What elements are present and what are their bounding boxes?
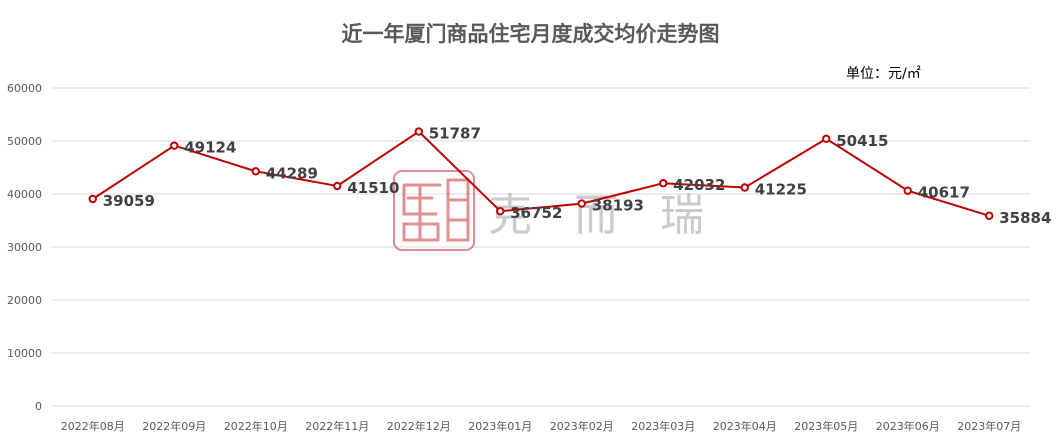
data-markers: [88, 127, 994, 221]
x-tick-label: 2022年11月: [305, 419, 369, 433]
data-label: 40617: [918, 184, 970, 202]
data-label: 41510: [347, 179, 399, 197]
y-tick-label: 0: [35, 400, 42, 413]
x-axis-ticks: 2022年08月 2022年09月 2022年10月 2022年11月 2022年12月…: [61, 419, 1022, 433]
data-point: [822, 134, 831, 144]
x-tick-label: 2023年07月: [957, 419, 1021, 433]
x-tick-label: 2023年01月: [468, 419, 532, 433]
x-tick-label: 2022年10月: [224, 419, 288, 433]
data-label: 42032: [673, 176, 725, 194]
watermark-seal: [393, 170, 475, 251]
data-label: 35884: [999, 209, 1051, 227]
x-tick-label: 2023年04月: [713, 419, 777, 433]
x-tick-label: 2023年06月: [876, 419, 940, 433]
x-tick-label: 2022年12月: [387, 419, 451, 433]
gridlines: [52, 87, 1030, 407]
unit-label: 单位：元/㎡: [846, 66, 921, 82]
data-label: 38193: [592, 197, 644, 215]
data-label: 50415: [836, 132, 888, 150]
x-tick-label: 2023年03月: [631, 419, 695, 433]
data-point: [740, 183, 749, 192]
data-label: 51787: [429, 125, 481, 143]
data-point: [985, 211, 994, 221]
y-tick-label: 20000: [7, 294, 42, 307]
data-point: [659, 179, 668, 188]
data-point: [496, 207, 505, 216]
watermark-text: 克 而 瑞: [488, 190, 718, 241]
data-point: [414, 127, 423, 136]
x-tick-label: 2023年02月: [550, 419, 614, 433]
data-point: [333, 181, 342, 191]
data-label: 39059: [103, 192, 155, 210]
x-tick-label: 2022年08月: [61, 419, 125, 433]
watermark-seal-glyph: [402, 178, 470, 242]
data-point: [170, 141, 179, 150]
data-labels: 39059 49124 44289 41510 51787 36752 38193 42032…: [103, 125, 1052, 227]
data-point: [251, 167, 260, 176]
x-tick-label: 2022年09月: [142, 419, 206, 433]
x-tick-label: 2023年05月: [794, 419, 858, 433]
data-label: 49124: [184, 139, 236, 157]
series-line: [92, 130, 990, 217]
chart-title: 近一年厦门商品住宅月度成交均价走势图: [341, 22, 720, 46]
data-point: [88, 194, 97, 204]
y-tick-label: 30000: [7, 241, 42, 254]
watermark-seal-box: [393, 170, 475, 251]
data-point: [577, 199, 586, 208]
y-tick-label: 60000: [7, 82, 42, 95]
data-label: 44289: [266, 164, 318, 182]
data-label: 36752: [510, 204, 562, 222]
y-tick-label: 50000: [7, 135, 42, 148]
y-axis-ticks: 0 10000 20000 30000 40000 50000 60000: [7, 82, 42, 413]
y-tick-label: 40000: [7, 188, 42, 201]
data-point: [903, 186, 912, 195]
data-label: 41225: [755, 181, 807, 199]
y-tick-label: 10000: [7, 347, 42, 360]
